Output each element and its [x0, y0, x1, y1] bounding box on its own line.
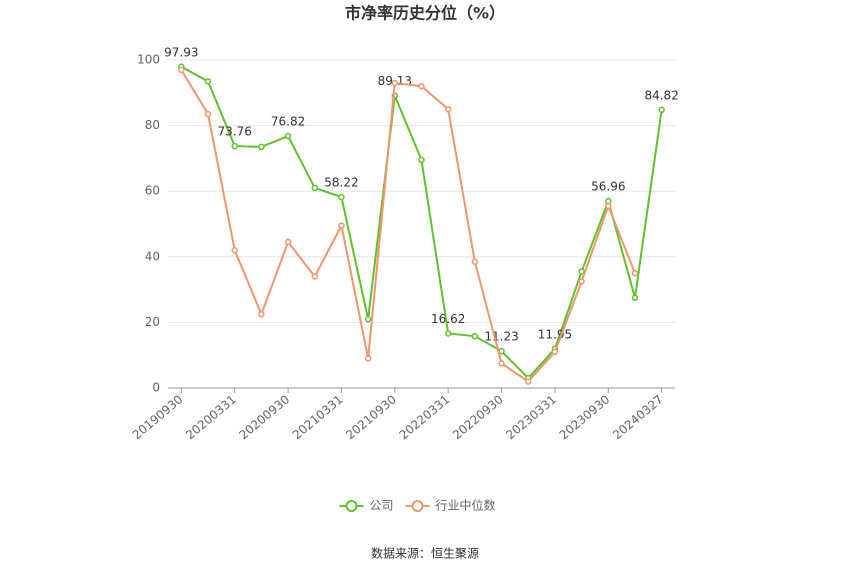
data-label: 97.93: [164, 45, 198, 59]
data-label: 73.76: [218, 125, 252, 139]
legend-marker: [411, 500, 424, 512]
series-line: [180, 69, 636, 383]
x-tick-label: 20200331: [183, 392, 239, 442]
point: [605, 202, 612, 210]
y-tick-label: 20: [145, 315, 160, 329]
point: [578, 278, 585, 285]
point: [364, 315, 372, 323]
point: [418, 82, 425, 90]
legend-label: 行业中位数: [436, 498, 496, 513]
data-label: 16.62: [431, 312, 465, 326]
x-tick-label: 20190930: [130, 392, 186, 442]
data-label: 76.82: [271, 115, 305, 129]
point: [258, 143, 265, 151]
data-label: 11.95: [538, 327, 572, 341]
point: [498, 360, 505, 367]
x-tick-label: 20210331: [290, 392, 346, 442]
legend-label: 公司: [370, 499, 394, 513]
point: [338, 193, 345, 201]
chart-title: 市净率历史分位（%）: [345, 4, 505, 23]
series-line: [180, 65, 663, 380]
point: [631, 269, 639, 277]
point: [204, 110, 212, 118]
point: [471, 332, 479, 340]
point: [284, 238, 292, 246]
x-tick-label: 20220331: [397, 392, 453, 442]
point: [444, 330, 452, 337]
point: [418, 156, 425, 164]
data-label: 58.22: [324, 176, 358, 190]
legend-marker: [345, 500, 358, 512]
source: 数据来源：恒生聚源: [371, 546, 479, 561]
point: [311, 273, 319, 280]
point: [204, 78, 212, 85]
point: [284, 132, 292, 140]
y-tick-label: 80: [145, 118, 160, 132]
point: [258, 310, 265, 318]
data-label: 56.96: [591, 180, 625, 194]
point: [231, 246, 238, 254]
point: [631, 294, 639, 302]
y-tick-label: 40: [145, 249, 160, 263]
y-tick-label: 100: [137, 53, 160, 67]
x-tick-label: 20230930: [557, 392, 613, 442]
point: [578, 268, 585, 275]
x-tick-label: 20230331: [503, 392, 559, 442]
point: [658, 106, 665, 114]
point: [444, 105, 452, 113]
point: [311, 184, 319, 192]
x-tick-label: 20220930: [450, 392, 506, 442]
point: [338, 222, 345, 229]
x-tick-label: 20210930: [343, 392, 399, 442]
y-tick-label: 0: [152, 381, 160, 395]
point: [471, 258, 479, 265]
point: [551, 348, 559, 356]
x-tick-label: 20200930: [236, 392, 292, 442]
point: [178, 66, 185, 74]
point: [524, 378, 532, 385]
point: [231, 142, 238, 150]
x-tick-label: 20240327: [610, 392, 666, 442]
point: [364, 355, 372, 362]
y-tick-label: 60: [145, 184, 160, 198]
point: [391, 79, 399, 87]
data-label: 11.23: [484, 330, 518, 344]
data-label: 84.82: [644, 88, 678, 102]
